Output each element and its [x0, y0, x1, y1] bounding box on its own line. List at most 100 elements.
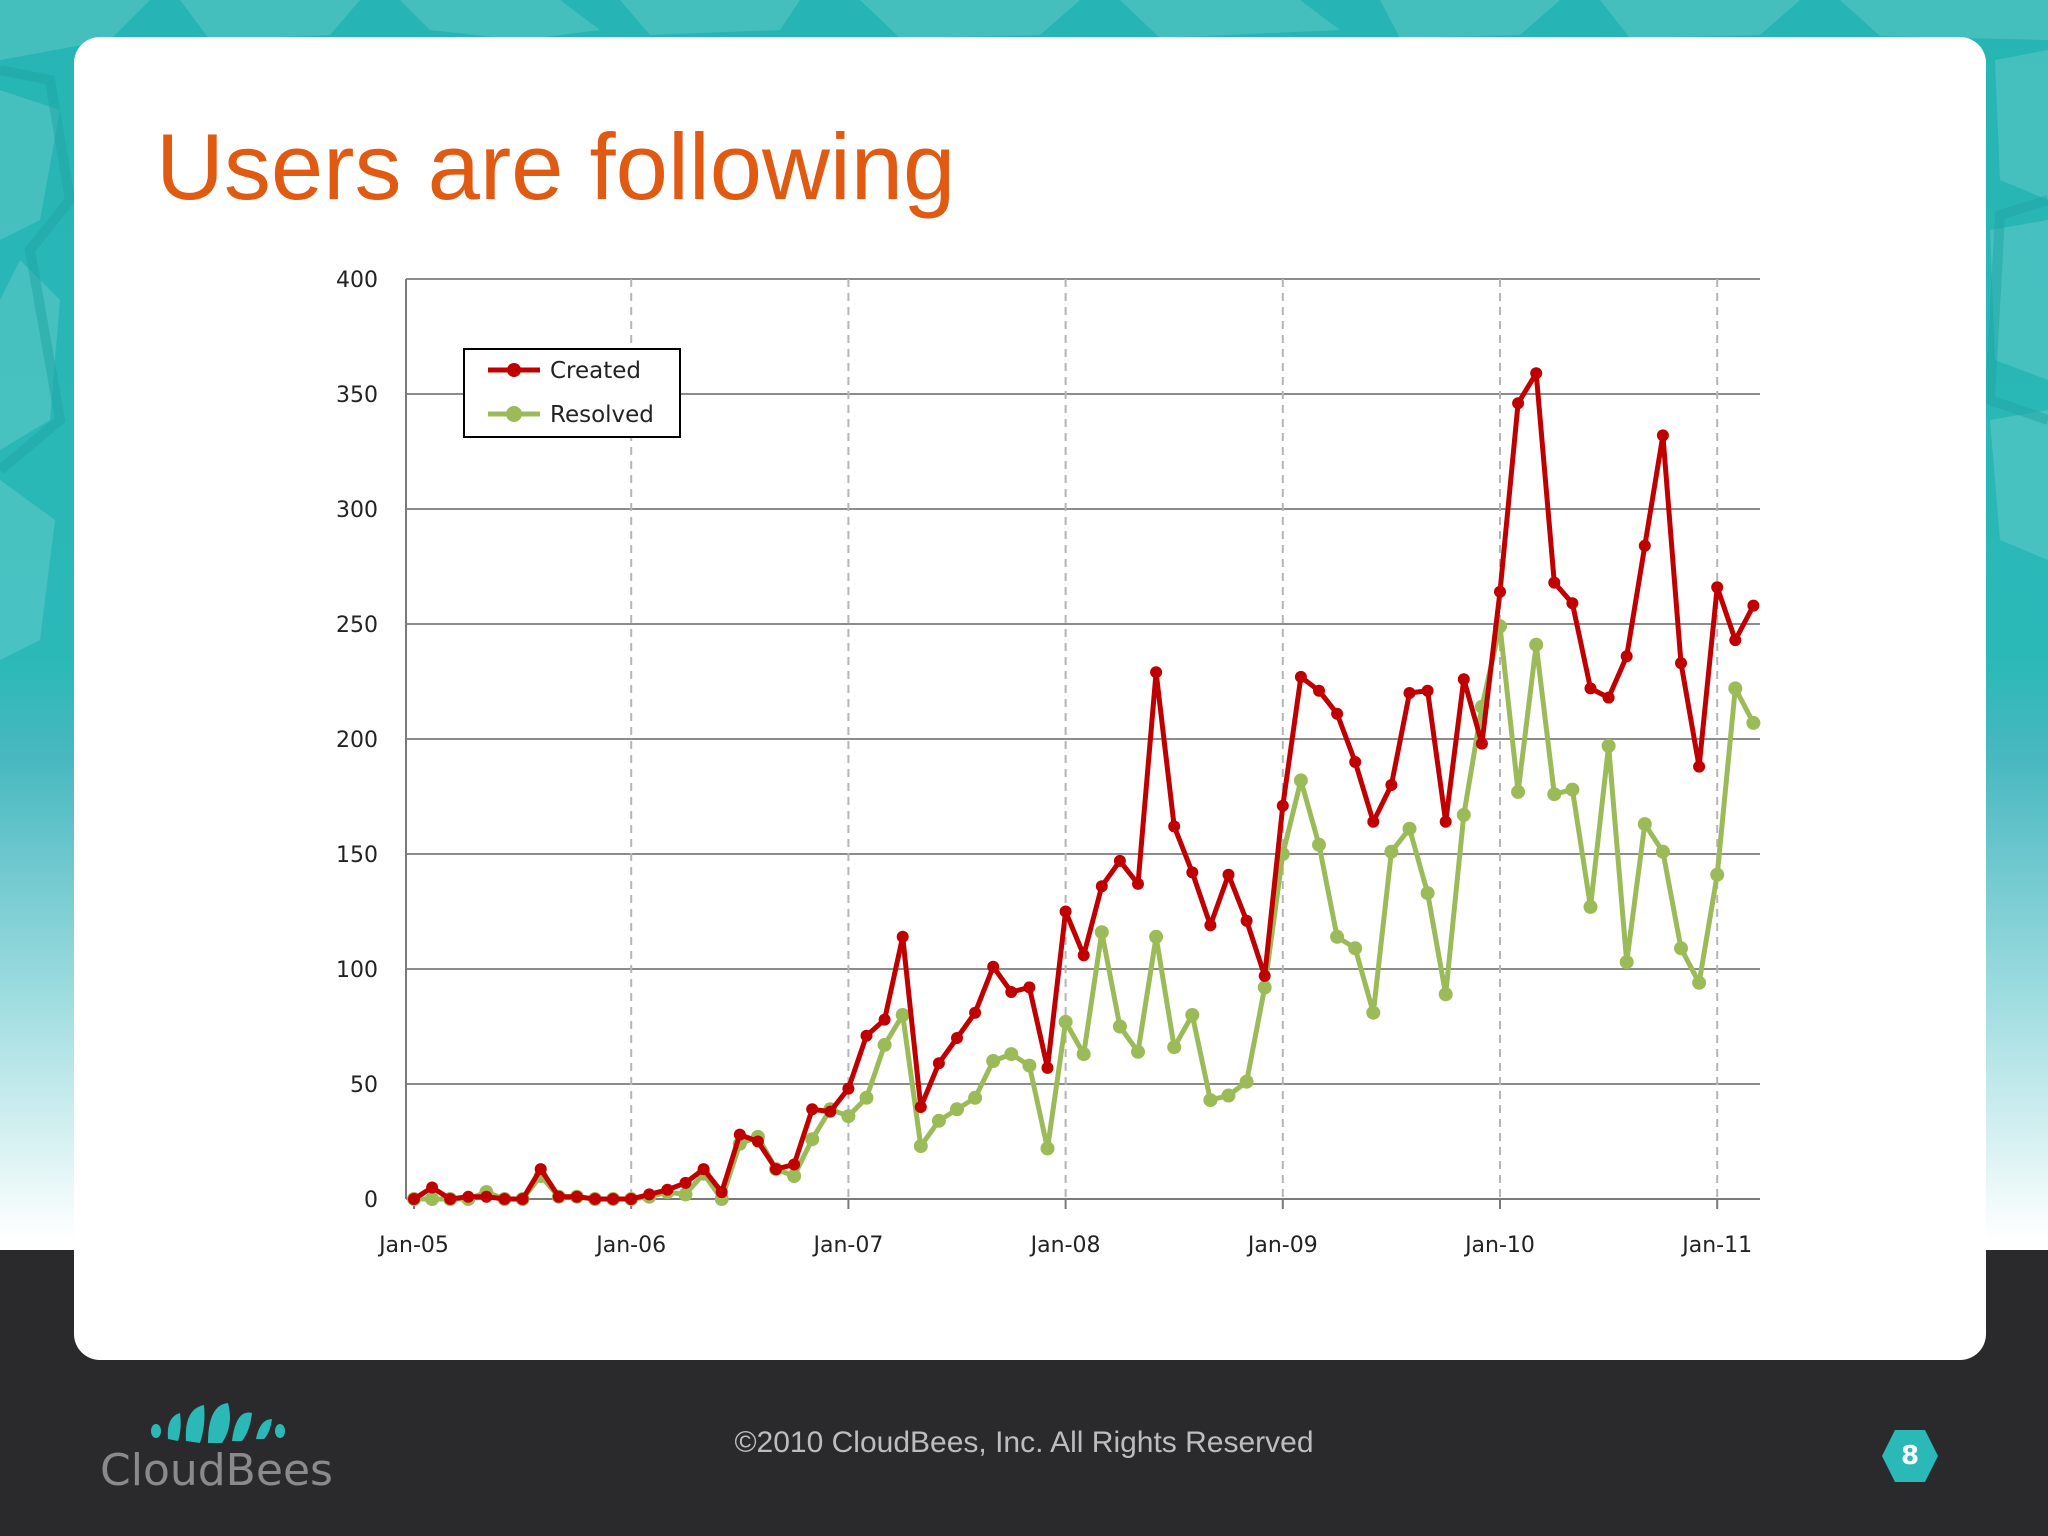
data-point-resolved	[1203, 1093, 1218, 1108]
data-point-created	[1150, 666, 1163, 679]
data-point-created	[842, 1082, 855, 1095]
data-point-resolved	[913, 1139, 928, 1154]
page-number: 8	[1900, 1441, 1920, 1471]
data-point-created	[824, 1105, 837, 1118]
data-point-resolved	[1185, 1008, 1200, 1022]
data-point-resolved	[859, 1090, 874, 1105]
y-tick-label: 150	[336, 843, 378, 868]
data-point-resolved	[1293, 773, 1308, 788]
data-point-created	[462, 1190, 475, 1203]
data-point-resolved	[1149, 929, 1164, 944]
data-point-resolved	[1348, 941, 1363, 956]
data-point-resolved	[1330, 929, 1345, 944]
data-point-created	[1204, 919, 1217, 932]
data-point-resolved	[1022, 1058, 1037, 1073]
y-tick-label: 400	[336, 268, 378, 293]
data-point-created	[1403, 687, 1416, 699]
data-point-resolved	[1167, 1040, 1182, 1055]
data-point-created	[951, 1032, 963, 1044]
data-point-resolved	[1637, 817, 1652, 832]
data-point-created	[878, 1013, 891, 1026]
data-point-created	[589, 1193, 601, 1205]
y-tick-label: 100	[336, 958, 378, 983]
data-point-resolved	[1746, 715, 1761, 730]
data-point-created	[444, 1193, 457, 1205]
data-point-resolved	[787, 1169, 802, 1183]
x-tick-label: Jan-10	[1463, 1233, 1535, 1258]
data-point-resolved	[678, 1187, 693, 1202]
x-tick-label: Jan-05	[377, 1233, 449, 1258]
data-point-created	[1566, 597, 1579, 610]
data-point-created	[1439, 815, 1452, 828]
data-point-created	[498, 1193, 511, 1205]
y-tick-label: 50	[350, 1073, 378, 1098]
series-line-resolved	[414, 623, 1756, 1202]
data-point-created	[1041, 1061, 1054, 1074]
data-point-created	[480, 1190, 493, 1203]
data-point-resolved	[1366, 1005, 1381, 1020]
data-point-created	[1113, 854, 1126, 867]
y-tick-label: 300	[336, 498, 378, 523]
data-point-created	[733, 1128, 746, 1141]
x-tick-label: Jan-09	[1246, 1233, 1318, 1258]
data-point-resolved	[1384, 844, 1399, 859]
copyright-text: ©2010 CloudBees, Inc. All Rights Reserve…	[734, 1426, 1314, 1459]
data-point-resolved	[1004, 1047, 1019, 1062]
data-point-created	[1186, 866, 1199, 879]
data-point-resolved	[805, 1132, 820, 1147]
data-point-resolved	[1529, 637, 1544, 652]
data-point-created	[1294, 670, 1307, 683]
y-tick-label: 250	[336, 613, 378, 638]
data-point-created	[1530, 367, 1543, 380]
data-point-created	[1276, 799, 1289, 812]
data-point-created	[426, 1181, 439, 1194]
chart-legend: Created Resolved	[463, 348, 681, 438]
data-point-created	[1729, 634, 1742, 647]
cloudbees-logo: CloudBees	[100, 1395, 340, 1505]
data-point-resolved	[841, 1109, 856, 1124]
data-point-resolved	[895, 1008, 910, 1022]
data-point-resolved	[1565, 782, 1580, 797]
data-point-created	[1059, 905, 1072, 918]
data-point-created	[1331, 707, 1344, 720]
data-point-created	[1620, 650, 1633, 663]
data-point-created	[661, 1183, 674, 1196]
page-number-badge: 8	[1880, 1428, 1940, 1484]
data-point-created	[1095, 880, 1108, 893]
data-point-created	[1367, 815, 1380, 828]
data-point-resolved	[425, 1192, 440, 1206]
data-point-resolved	[1728, 681, 1743, 696]
data-point-resolved	[1420, 886, 1435, 901]
data-point-created	[534, 1163, 547, 1176]
data-point-created	[408, 1193, 420, 1205]
data-point-created	[914, 1101, 927, 1113]
data-point-resolved	[1058, 1014, 1073, 1029]
data-point-resolved	[1601, 738, 1616, 753]
data-point-created	[1240, 914, 1253, 927]
data-point-created	[1457, 673, 1470, 686]
y-tick-label: 0	[364, 1188, 378, 1213]
data-point-resolved	[1257, 980, 1272, 995]
data-point-resolved	[986, 1054, 1001, 1068]
x-tick-label: Jan-08	[1029, 1233, 1101, 1258]
data-point-created	[516, 1193, 529, 1205]
y-tick-label: 200	[336, 728, 378, 753]
data-point-created	[770, 1163, 782, 1176]
data-point-created	[1421, 684, 1434, 697]
data-point-created	[570, 1190, 583, 1203]
data-point-resolved	[877, 1037, 892, 1052]
data-point-resolved	[1312, 837, 1326, 852]
data-point-created	[1548, 576, 1561, 589]
data-point-created	[806, 1103, 819, 1116]
data-point-created	[987, 960, 1000, 973]
data-point-created	[1222, 868, 1235, 881]
data-point-resolved	[1619, 955, 1634, 970]
data-point-resolved	[1402, 821, 1417, 836]
legend-created-label: Created	[550, 358, 641, 384]
data-point-created	[1711, 581, 1724, 594]
x-axis-labels: Jan-05 Jan-06 Jan-07 Jan-08 Jan-09 Jan-10 Jan-…	[377, 1233, 1752, 1258]
data-point-created	[1132, 877, 1144, 890]
data-point-created	[896, 930, 909, 943]
data-point-created	[1475, 737, 1488, 750]
